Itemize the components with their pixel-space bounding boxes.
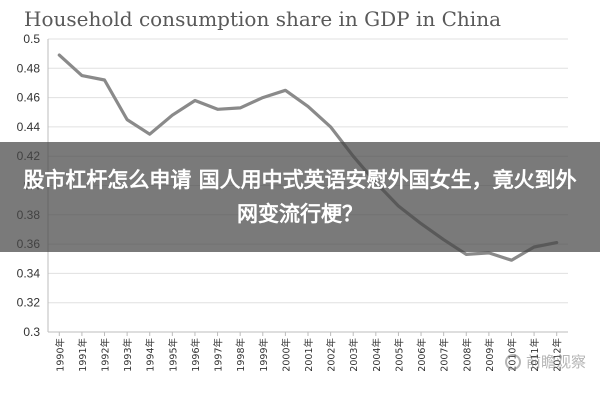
x-tick-label: 1995年	[167, 338, 179, 372]
watermark-logo-icon	[504, 353, 521, 370]
watermark: 前瞻观察	[504, 351, 586, 372]
data-point	[329, 125, 332, 129]
data-point	[193, 99, 197, 102]
chart-title: Household consumption share in GDP in Ch…	[24, 7, 501, 31]
x-tick-label: 2003年	[348, 338, 360, 372]
data-point	[465, 253, 468, 256]
x-tick-label: 1992年	[100, 338, 112, 372]
x-tick-label: 2012年	[552, 338, 564, 372]
x-tick-label: 2001年	[303, 338, 315, 372]
y-tick-label: 0.34	[17, 266, 41, 280]
data-point	[510, 259, 513, 262]
x-tick-label: 1996年	[190, 338, 202, 372]
x-tick-label: 2011年	[529, 338, 541, 372]
x-tick-label: 1991年	[77, 338, 89, 372]
headline-text[interactable]: 股市杠杆怎么申请 国人用中式英语安慰外国女生，竟火到外网变流行梗？	[23, 168, 577, 226]
x-tick-label: 2004年	[371, 338, 383, 372]
data-point	[148, 133, 151, 136]
y-tick-label: 0.46	[17, 91, 41, 105]
data-point	[284, 89, 287, 92]
y-tick-label: 0.48	[17, 61, 41, 75]
data-point	[125, 118, 129, 121]
y-tick-label: 0.3	[23, 325, 40, 339]
data-point	[103, 78, 106, 82]
x-tick-label: 2000年	[280, 338, 292, 372]
x-tick-label: 2006年	[416, 338, 428, 372]
x-tick-label: 1994年	[145, 338, 157, 372]
x-tick-label: 2009年	[484, 338, 496, 372]
data-point	[306, 105, 310, 108]
x-tick-label: 1998年	[235, 338, 247, 372]
headline-overlay[interactable]: 股市杠杆怎么申请 国人用中式英语安慰外国女生，竟火到外网变流行梗？	[0, 142, 600, 252]
x-tick-label: 2007年	[439, 338, 451, 372]
y-tick-label: 0.32	[17, 296, 41, 310]
data-point	[58, 53, 61, 57]
data-point	[487, 251, 491, 255]
data-point	[171, 113, 174, 117]
data-point	[238, 106, 242, 110]
x-tick-labels: 1990年 1991年 1992年 1993年 1994年 1995年 1996年 1997年…	[54, 338, 563, 372]
x-tick-label: 2008年	[461, 338, 473, 372]
data-point	[216, 108, 219, 111]
x-tick-label: 1990年	[54, 338, 66, 372]
x-tick-label: 1993年	[122, 338, 134, 372]
x-tick-label: 2002年	[326, 338, 338, 372]
x-tick-label: 1997年	[213, 338, 225, 372]
x-tick-label: 2005年	[393, 338, 405, 372]
y-tick-label: 0.5	[23, 32, 40, 46]
data-point	[261, 96, 264, 99]
x-tick-label: 1999年	[258, 338, 270, 372]
y-tick-label: 0.44	[17, 120, 41, 134]
watermark-text: 前瞻观察	[525, 353, 586, 371]
data-point	[80, 74, 84, 77]
